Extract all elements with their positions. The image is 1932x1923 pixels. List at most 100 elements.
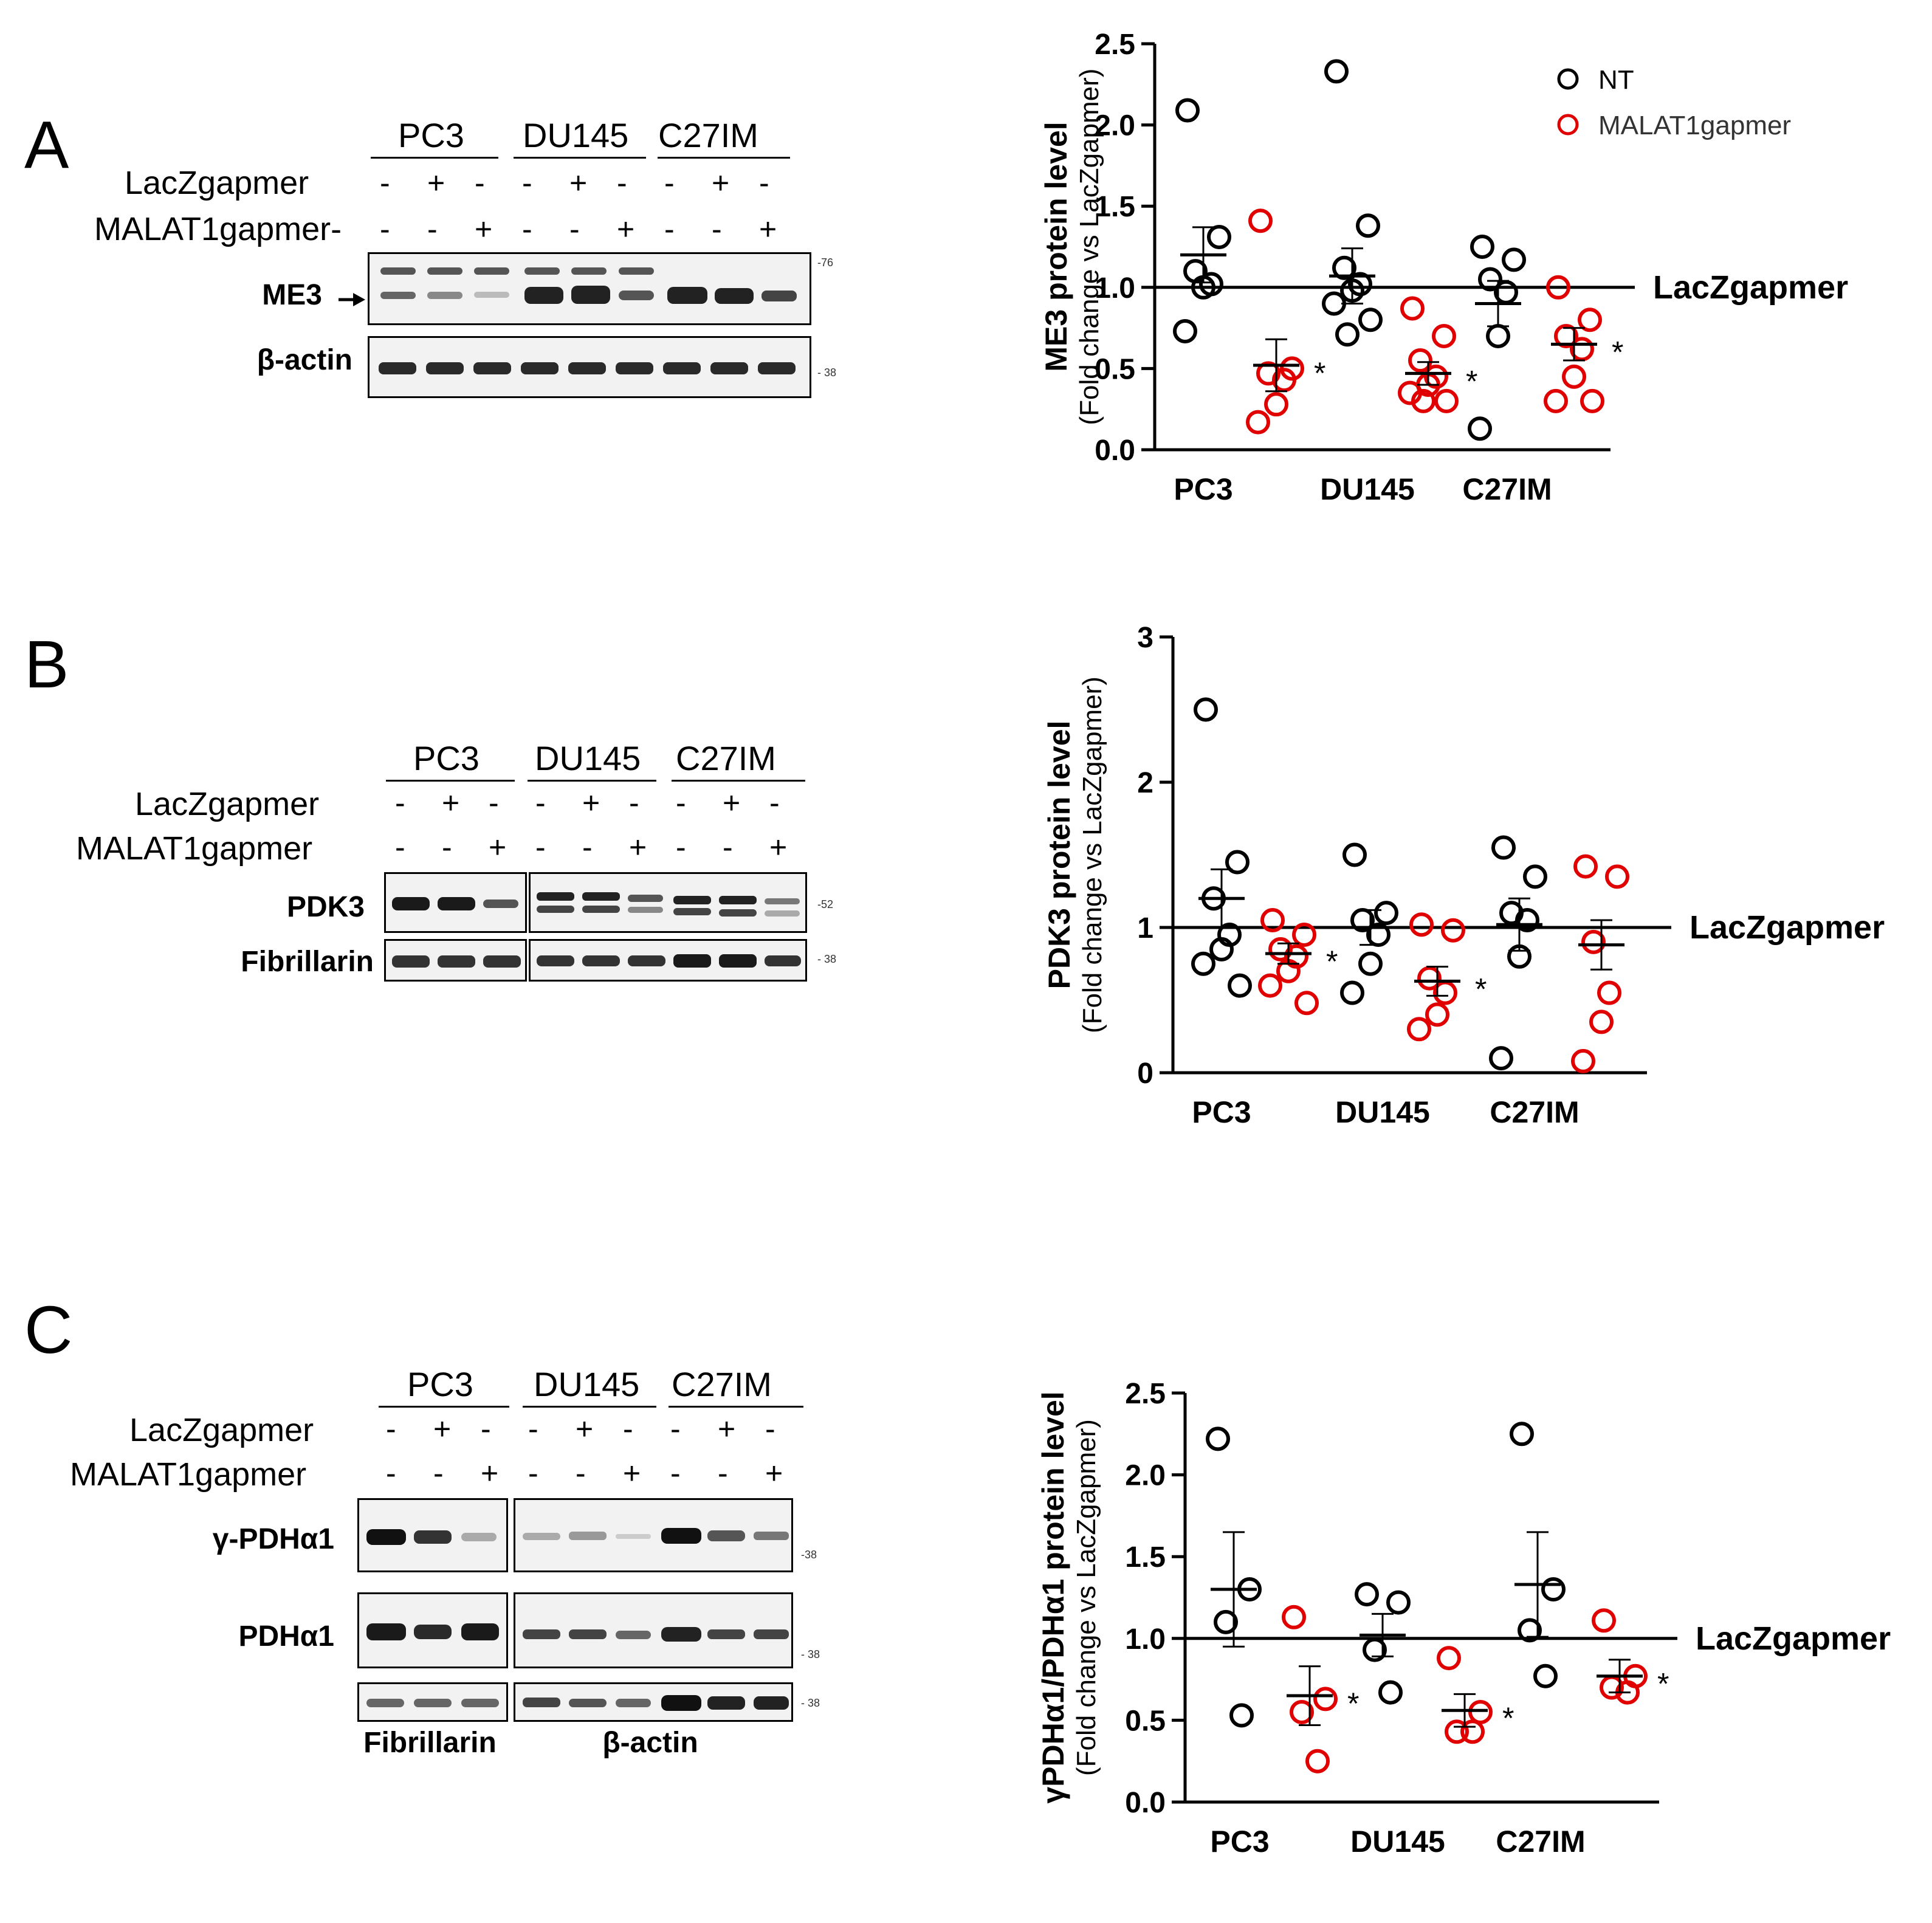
blot-actin-c: [514, 1682, 793, 1722]
y-tick-label: 2: [1137, 767, 1153, 799]
data-point: [1546, 275, 1570, 300]
x-category-label: PC3: [1210, 1825, 1269, 1859]
data-point: [1260, 908, 1285, 933]
malat-label-b: MALAT1gapmer: [76, 830, 313, 867]
lac-sign: -: [395, 786, 405, 820]
actin-band: [568, 362, 606, 374]
lac-sign: -: [769, 786, 780, 820]
data-point: [1580, 388, 1604, 413]
blot-gpdh-left: [357, 1498, 508, 1572]
data-point: [1400, 296, 1425, 321]
chart-pdk3: 0 1 2 3 PDK3 protein level (Fold change vs La…: [1042, 622, 1885, 1129]
malat-sign: -: [664, 212, 675, 246]
malat-sign: -: [670, 1456, 681, 1490]
data-point: [1437, 1646, 1461, 1671]
malat-sign: -: [380, 212, 390, 246]
panel-letter-b: B: [24, 627, 69, 702]
lac-sign: +: [427, 166, 445, 200]
y-tick-label: 0.0: [1125, 1787, 1166, 1819]
lac-sign: -: [489, 786, 499, 820]
x-category-label: DU145: [1320, 472, 1415, 506]
fibrillarin-label-c: Fibrillarin: [363, 1727, 497, 1759]
data-point: [1425, 1002, 1449, 1027]
cell-line-du145: DU145: [523, 116, 629, 154]
mw-b-2: - 38: [817, 953, 837, 965]
protein-label-gamma-pdha1: γ-PDHα1: [212, 1523, 334, 1555]
malat-sign: +: [481, 1456, 499, 1490]
data-point: [1355, 1582, 1379, 1607]
data-point: [1272, 368, 1296, 393]
blot-me3: [368, 252, 811, 325]
data-point: [1191, 951, 1215, 976]
blot-pdh-left: [357, 1592, 508, 1668]
data-point: [1515, 908, 1539, 933]
y-tick-label: 1.5: [1095, 191, 1135, 223]
lac-sign: -: [617, 166, 627, 200]
significance-star: *: [1502, 1701, 1514, 1735]
y-tick-label: 0.5: [1095, 353, 1135, 385]
malat-sign: +: [769, 830, 788, 864]
data-point: [1332, 255, 1356, 280]
mw-c-2: - 38: [801, 1648, 820, 1660]
data-point: [1570, 337, 1594, 362]
y-tick-label: 3: [1137, 622, 1153, 654]
data-point: [1541, 1577, 1566, 1602]
y-tick-label: 2.0: [1125, 1460, 1166, 1492]
actin-band: [426, 362, 464, 374]
data-point: [1225, 850, 1250, 875]
data-point: [1489, 1046, 1513, 1071]
data-point: [1363, 1637, 1387, 1662]
data-point: [1294, 991, 1319, 1016]
data-point: [1374, 901, 1398, 926]
blot-pdh-right-bands: [523, 1627, 789, 1642]
underline-c27im-c: [669, 1406, 803, 1408]
significance-star: *: [1314, 356, 1325, 390]
data-point: [1305, 1749, 1330, 1773]
data-point: [1209, 937, 1234, 962]
data-point: [1248, 208, 1273, 233]
data-point: [1460, 1719, 1485, 1744]
data-point: [1434, 388, 1459, 413]
arrow-icon: [339, 293, 365, 306]
blot-pdh-right: [514, 1592, 793, 1668]
data-point: [1491, 835, 1516, 860]
x-category-label: PC3: [1192, 1095, 1251, 1129]
lac-sign: -: [380, 166, 390, 200]
data-point: [1417, 966, 1442, 991]
lac-sign: +: [582, 786, 600, 820]
data-point: [1194, 697, 1218, 722]
data-point: [1562, 364, 1586, 389]
y-tick-label: 2.5: [1125, 1378, 1166, 1410]
cell-line-c27im: C27IM: [658, 116, 758, 154]
cell-line-c27im-c: C27IM: [672, 1365, 772, 1403]
underline-c27im: [658, 157, 790, 159]
y-axis-label-2: (Fold change vs LacZgapmer): [1071, 1419, 1101, 1776]
malat-sign: -: [427, 212, 438, 246]
blot-pdk3-left: [384, 872, 527, 933]
blot-pdk3-left-bands: [392, 897, 518, 910]
x-category-label: C27IM: [1462, 472, 1552, 506]
lac-sign: +: [718, 1412, 736, 1446]
lac-sign: -: [535, 786, 546, 820]
data-point: [1523, 864, 1547, 889]
x-category-label: C27IM: [1496, 1825, 1585, 1859]
data-point: [1441, 918, 1465, 943]
underline-du145-c: [523, 1406, 656, 1408]
data-point: [1411, 388, 1435, 413]
reference-line-label: LacZgapmer: [1696, 1620, 1891, 1657]
data-point: [1486, 323, 1510, 348]
underline-du145: [514, 157, 646, 159]
data-point: [1335, 322, 1360, 347]
blot-pdh-left-bands: [366, 1623, 499, 1640]
underline-du145-b: [528, 780, 656, 782]
protein-label-pdha1: PDHα1: [238, 1620, 334, 1653]
data-point: [1246, 410, 1270, 435]
lac-sign: -: [664, 166, 675, 200]
legend-marker: [1557, 68, 1579, 90]
actin-band: [616, 362, 653, 374]
data-point: [1256, 361, 1281, 386]
data-point: [1290, 1699, 1314, 1724]
reference-line-label: LacZgapmer: [1653, 269, 1848, 306]
panel-letter-a: A: [24, 108, 69, 182]
lac-sign: -: [759, 166, 769, 200]
